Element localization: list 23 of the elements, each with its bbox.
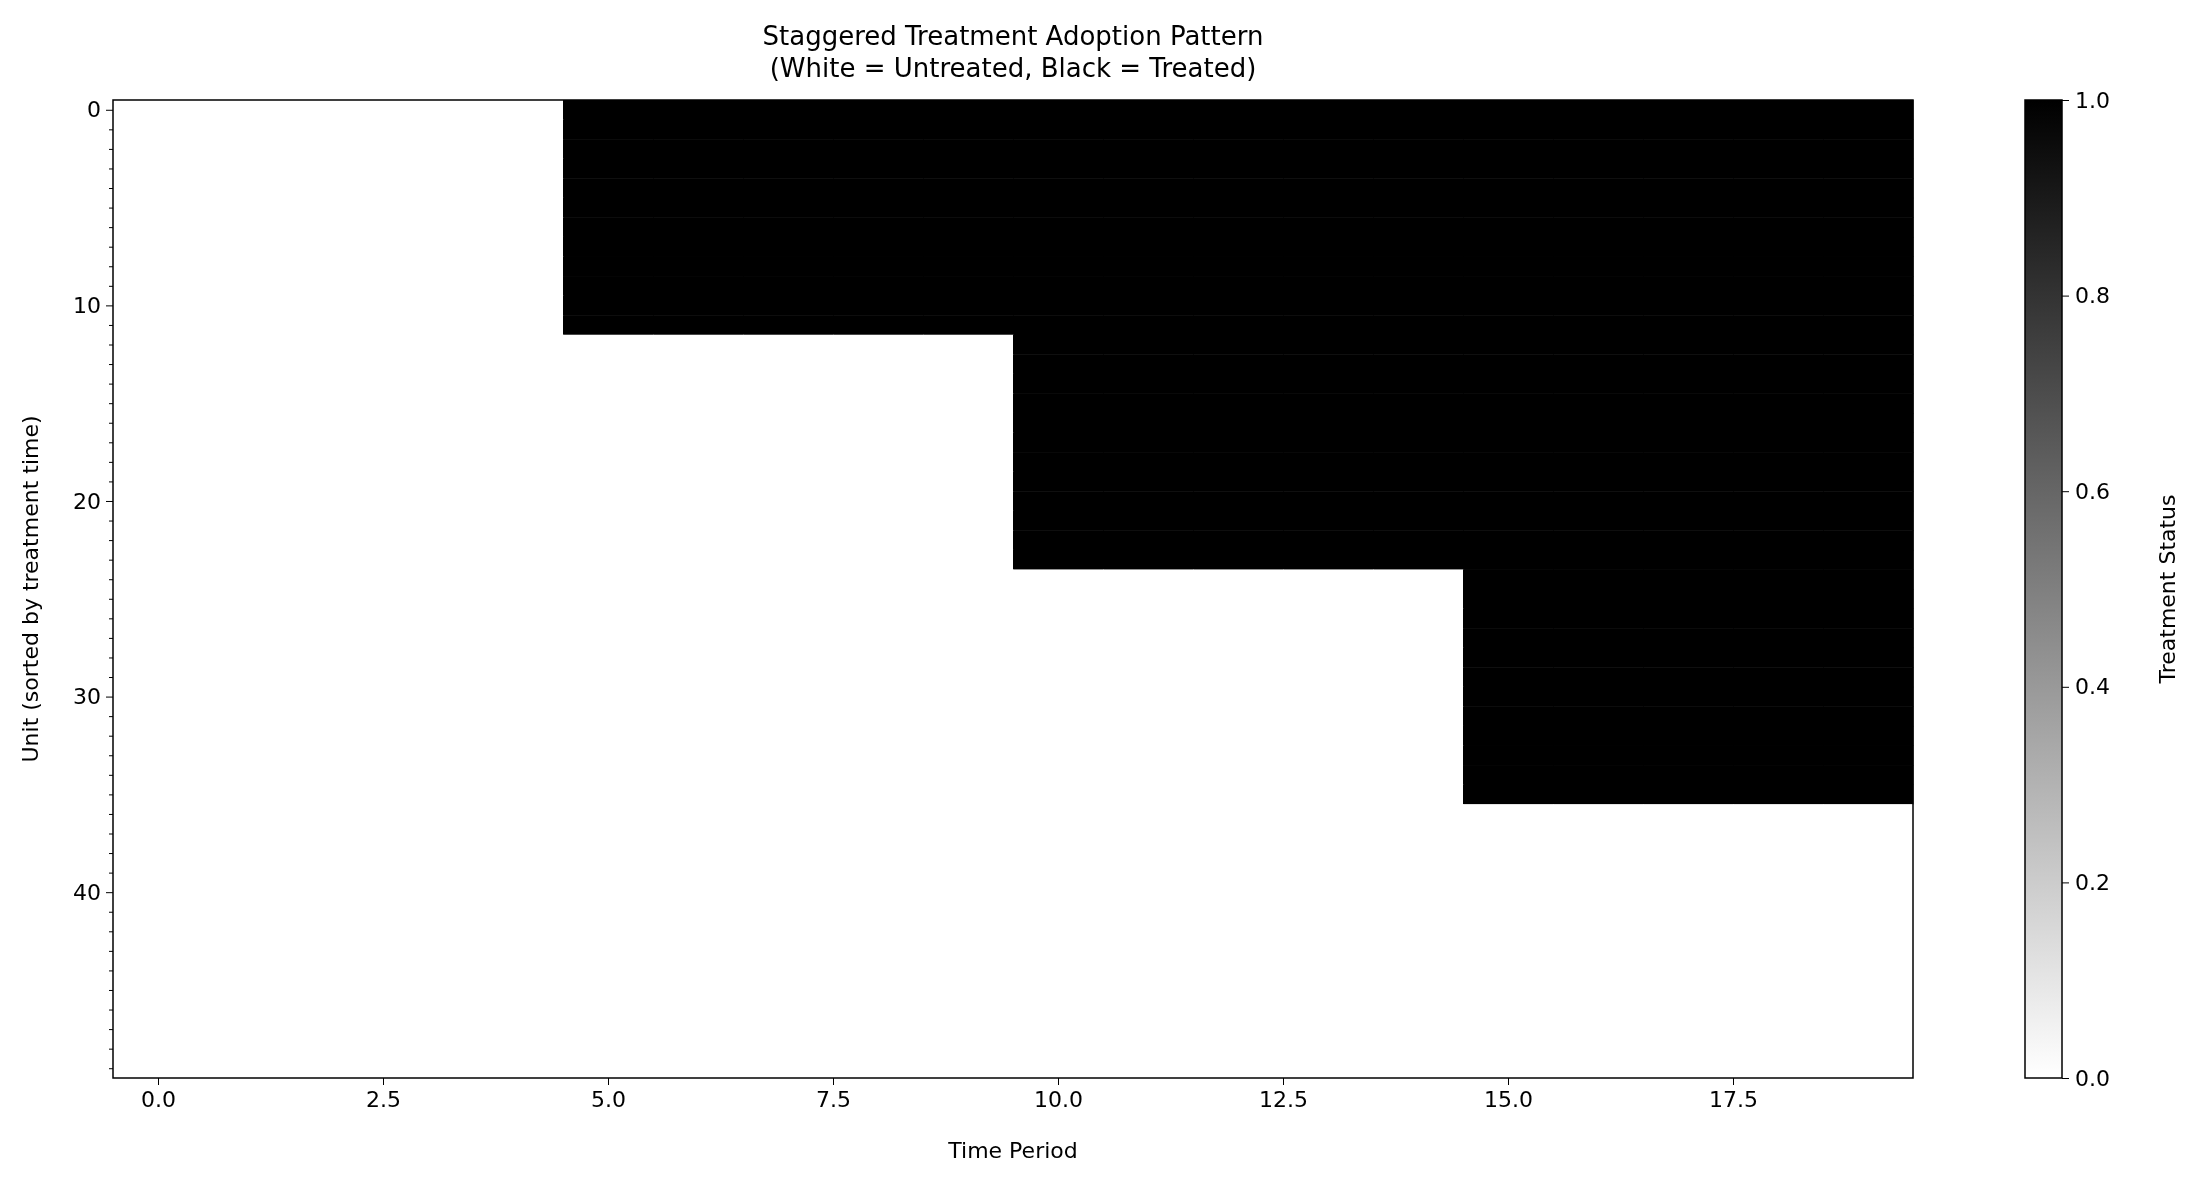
- color-bar-label: 1.0: [2075, 87, 2110, 113]
- color-bar-label: 0.6: [2075, 478, 2110, 504]
- x-tick-label: 17.5: [1709, 1086, 1758, 1112]
- x-tick-label: 2.5: [366, 1086, 401, 1112]
- color-bar-title: Treatment Status: [2155, 494, 2180, 685]
- x-tick-label: 10.0: [1034, 1086, 1083, 1112]
- color-bar-label: 0.2: [2075, 869, 2110, 895]
- x-tick-label: 0.0: [141, 1086, 176, 1112]
- x-tick-label: 12.5: [1259, 1086, 1308, 1112]
- y-tick-label: 30: [73, 684, 101, 710]
- x-axis-title: Time Period: [947, 1138, 1078, 1163]
- x-tick-label: 15.0: [1484, 1086, 1533, 1112]
- chart-title: Staggered Treatment Adoption Pattern (White = Untreated, Black = Treated): [762, 21, 1264, 83]
- x-tick-label: 7.5: [816, 1086, 851, 1112]
- y-axis-title: Unit (sorted by treatment time): [18, 415, 43, 763]
- color-bar-label: 0.0: [2075, 1065, 2110, 1091]
- y-tick-label: 40: [73, 879, 101, 905]
- color-bar-label: 0.4: [2075, 674, 2110, 700]
- y-tick-label: 20: [73, 488, 101, 514]
- color-bar-label: 0.8: [2075, 283, 2110, 309]
- y-tick-label: 10: [73, 292, 101, 318]
- x-tick-label: 5.0: [591, 1086, 626, 1112]
- y-tick-label: 0: [87, 97, 101, 123]
